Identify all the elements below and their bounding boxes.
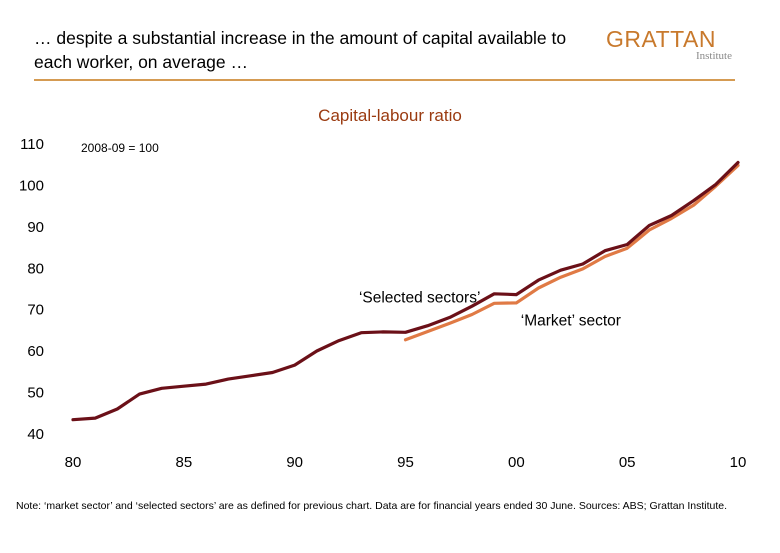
- x-tick-label: 90: [286, 454, 303, 471]
- logo-wordmark: GRATTAN: [606, 26, 716, 52]
- y-tick-label: 50: [27, 385, 44, 402]
- y-tick-label: 110: [20, 136, 44, 153]
- series-annotation: ‘Selected sectors’: [359, 290, 480, 307]
- y-tick-label: 80: [27, 260, 44, 277]
- grattan-logo: GRATTAN Institute: [606, 26, 736, 64]
- header-rule: [34, 79, 735, 81]
- x-axis: 80 85 90 95 00 05 10: [65, 454, 747, 471]
- logo-subtitle: Institute: [695, 50, 732, 62]
- x-tick-label: 10: [730, 454, 747, 471]
- series-annotation: ‘Market’ sector: [521, 312, 621, 329]
- y-tick-label: 100: [19, 177, 44, 194]
- chart-title: Capital-labour ratio: [318, 106, 462, 125]
- y-axis: 40 50 60 70 80 90 100 110: [19, 136, 44, 443]
- series-layer: [71, 160, 740, 422]
- x-tick-label: 85: [175, 454, 192, 471]
- x-tick-label: 80: [65, 454, 82, 471]
- y-tick-label: 70: [27, 302, 44, 319]
- series-line: [403, 163, 740, 342]
- annotation-layer: ‘Selected sectors’ ‘Market’ sector: [359, 290, 621, 330]
- y-tick-label: 40: [27, 426, 44, 443]
- x-tick-label: 00: [508, 454, 525, 471]
- index-note: 2008-09 = 100: [81, 141, 159, 155]
- line-chart: 2008-09 = 100 40 50 60 70 80 90 100 110 80 85 90 9…: [19, 136, 747, 471]
- series-line: [71, 160, 740, 422]
- footnote: Note: ‘market sector’ and ‘selected sect…: [16, 500, 728, 512]
- x-tick-label: 95: [397, 454, 414, 471]
- x-tick-label: 05: [619, 454, 636, 471]
- y-tick-label: 90: [27, 219, 44, 236]
- slide-title: … despite a substantial increase in the …: [34, 28, 567, 72]
- y-tick-label: 60: [27, 343, 44, 360]
